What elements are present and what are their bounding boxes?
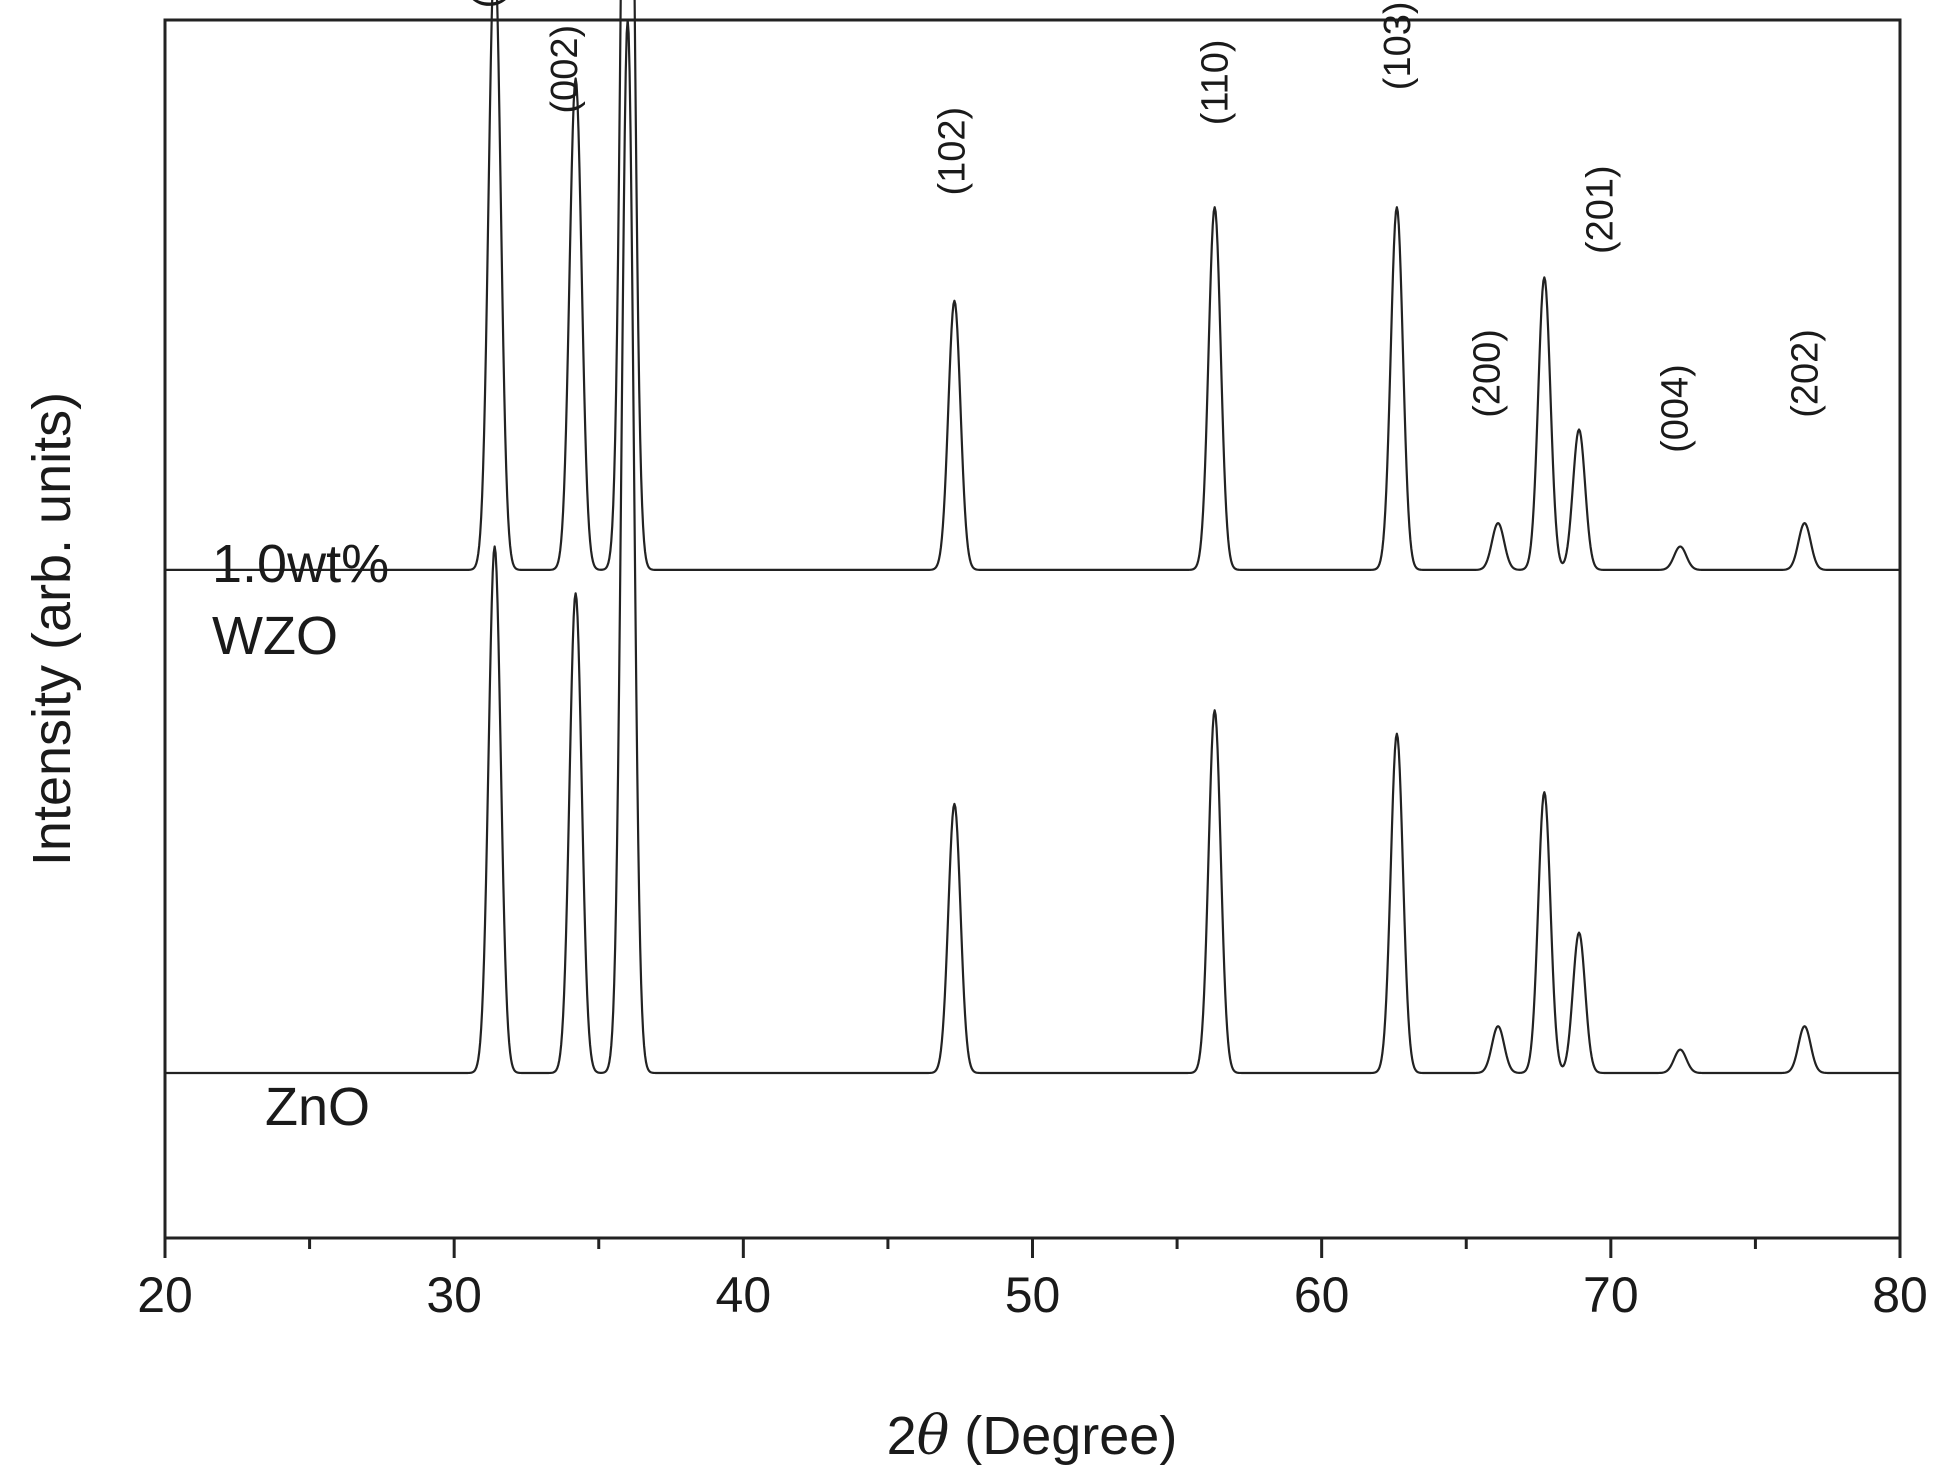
- peak-label: (102): [932, 107, 974, 196]
- series-line-wzo: [164, 0, 1901, 571]
- x-tick-label: 80: [1872, 1267, 1928, 1323]
- x-axis-ticks: [163, 1238, 1902, 1258]
- peak-label: (200): [1467, 329, 1509, 418]
- y-axis-title: Intensity (arb. units): [22, 392, 82, 866]
- series-label: 1.0wt% WZO: [212, 534, 389, 666]
- x-tick-label: 60: [1294, 1267, 1350, 1323]
- series-label-line: WZO: [212, 606, 338, 666]
- series-label-line: 1.0wt%: [212, 534, 389, 594]
- x-axis-title: 2θ (Degree): [887, 1404, 1178, 1467]
- x-axis-title-suffix: (Degree): [949, 1406, 1177, 1466]
- x-tick-label: 40: [716, 1267, 772, 1323]
- peak-label: (201): [1579, 165, 1621, 254]
- peak-label: (100): [466, 0, 508, 8]
- x-axis-title-prefix: 2: [887, 1406, 917, 1466]
- peak-label: (110): [1195, 39, 1237, 125]
- series-label-line: ZnO: [265, 1077, 370, 1137]
- series-line-zno: [164, 18, 1901, 1075]
- series-label: ZnO: [265, 1077, 370, 1137]
- series-labels: ZnO 1.0wt% WZO: [212, 534, 389, 1137]
- peak-label: (002): [544, 25, 586, 114]
- x-axis-title-symbol: θ: [917, 1404, 950, 1467]
- plot-frame: [163, 18, 1902, 1240]
- x-tick-label: 20: [137, 1267, 193, 1323]
- x-tick-label: 50: [1005, 1267, 1061, 1323]
- x-tick-label: 30: [426, 1267, 482, 1323]
- peak-label: (103): [1377, 1, 1419, 90]
- peak-label: (004): [1655, 364, 1697, 453]
- peak-annotations: (100)(002)(101)(102)(110)(103)(200)(112)…: [466, 0, 1827, 453]
- x-tick-label: 70: [1583, 1267, 1639, 1323]
- peak-label: (202): [1785, 329, 1827, 418]
- series-lines: [164, 0, 1901, 1075]
- x-axis-tick-labels: 20 30 40 50 60 70 80: [137, 1267, 1928, 1323]
